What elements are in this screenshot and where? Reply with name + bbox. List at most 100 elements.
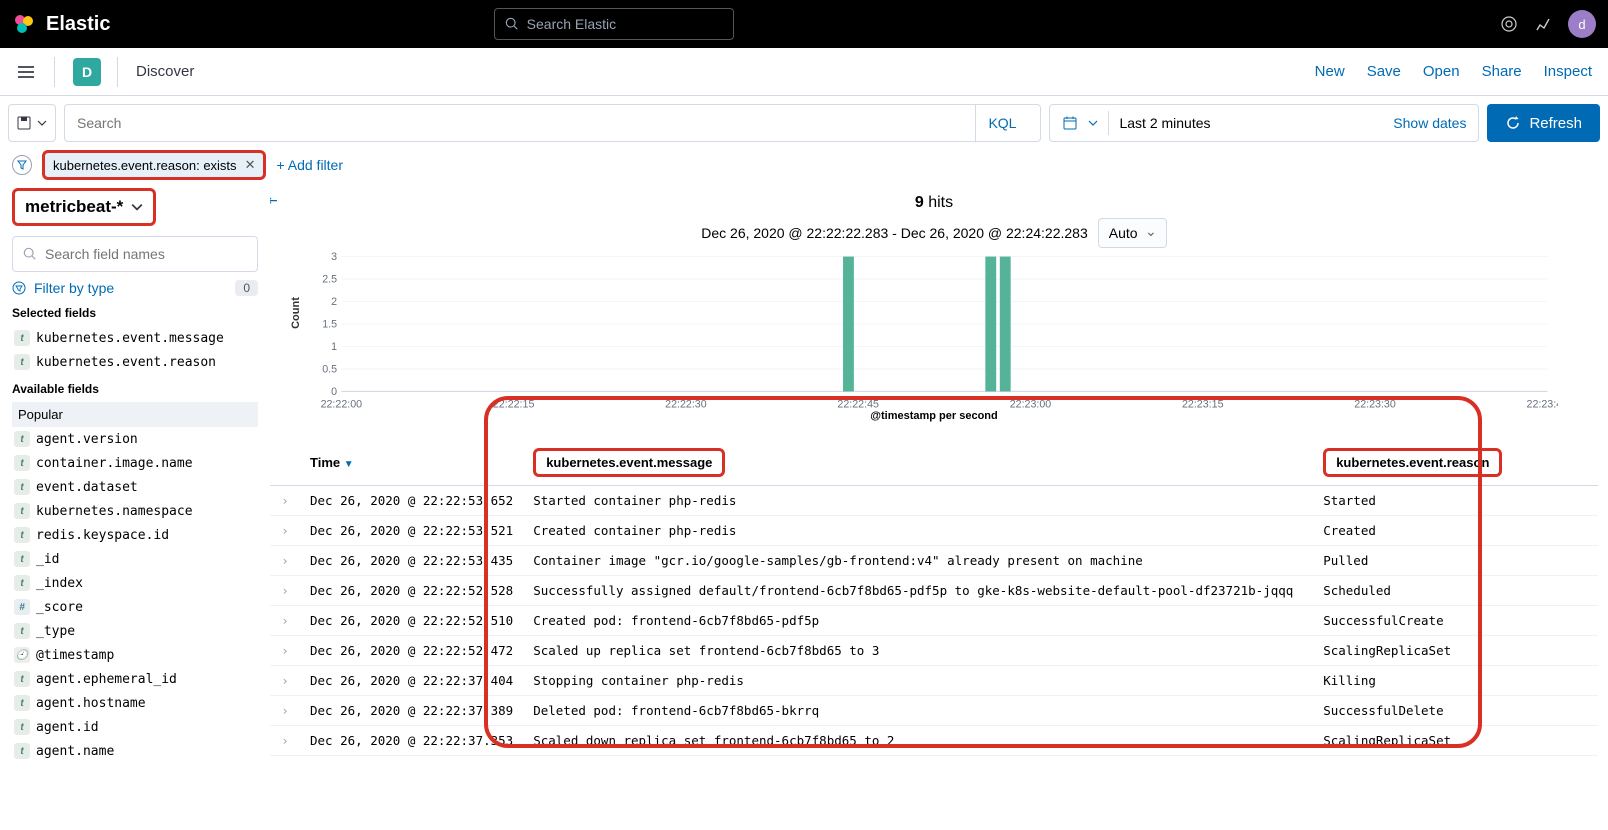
svg-text:22:23:30: 22:23:30	[1354, 398, 1396, 410]
svg-text:0: 0	[331, 386, 337, 398]
field-item[interactable]: tkubernetes.namespace	[12, 499, 258, 523]
field-item[interactable]: tevent.dataset	[12, 475, 258, 499]
cell-reason: Scheduled	[1313, 576, 1598, 606]
field-type-icon: t	[14, 503, 30, 519]
cell-message: Created container php-redis	[523, 516, 1313, 546]
field-item[interactable]: t_type	[12, 619, 258, 643]
popular-fields-header: Popular	[12, 402, 258, 427]
index-pattern-selector[interactable]: metricbeat-*	[12, 188, 156, 226]
results-panel: ⇤ 9 hits Dec 26, 2020 @ 22:22:22.283 - D…	[270, 188, 1608, 830]
filter-remove-icon[interactable]: ✕	[245, 157, 256, 173]
interval-select[interactable]: Auto	[1098, 218, 1167, 248]
share-button[interactable]: Share	[1482, 63, 1522, 80]
date-picker[interactable]: Last 2 minutes Show dates	[1049, 104, 1479, 142]
field-item[interactable]: t_id	[12, 547, 258, 571]
col-time[interactable]: Time ▼	[300, 440, 523, 486]
filter-by-type-button[interactable]: Filter by type 0	[12, 280, 258, 296]
cell-message: Deleted pod: frontend-6cb7f8bd65-bkrrq	[523, 696, 1313, 726]
svg-text:22:22:15: 22:22:15	[493, 398, 535, 410]
show-dates-link[interactable]: Show dates	[1393, 115, 1466, 131]
field-item[interactable]: tcontainer.image.name	[12, 451, 258, 475]
cell-message: Stopping container php-redis	[523, 666, 1313, 696]
help-icon[interactable]	[1500, 15, 1518, 33]
field-item[interactable]: tagent.id	[12, 715, 258, 739]
newsfeed-icon[interactable]	[1534, 15, 1552, 33]
field-item[interactable]: t_index	[12, 571, 258, 595]
expand-row-icon[interactable]: ›	[270, 486, 300, 516]
cell-time: Dec 26, 2020 @ 22:22:52.528	[300, 576, 523, 606]
field-search-input[interactable]	[45, 246, 247, 262]
field-item[interactable]: t agent.name	[12, 739, 258, 763]
filter-bar: kubernetes.event.reason: exists ✕ + Add …	[0, 150, 1608, 188]
filter-pill[interactable]: kubernetes.event.reason: exists ✕	[42, 150, 266, 180]
table-row: › Dec 26, 2020 @ 22:22:52.528 Successful…	[270, 576, 1598, 606]
svg-text:0.5: 0.5	[322, 363, 337, 375]
field-name: _score	[36, 600, 83, 615]
field-item[interactable]: tkubernetes.event.reason	[12, 350, 258, 374]
field-name: agent.ephemeral_id	[36, 672, 177, 687]
field-type-icon: t	[14, 455, 30, 471]
query-input[interactable]	[77, 115, 967, 131]
kql-toggle[interactable]: KQL	[975, 105, 1028, 141]
field-name: _index	[36, 576, 83, 591]
top-header: Elastic Search Elastic d	[0, 0, 1608, 48]
col-reason[interactable]: kubernetes.event.reason	[1313, 440, 1598, 486]
svg-text:2.5: 2.5	[322, 273, 337, 285]
field-item[interactable]: tagent.ephemeral_id	[12, 667, 258, 691]
open-button[interactable]: Open	[1423, 63, 1460, 80]
field-item[interactable]: tkubernetes.event.message	[12, 326, 258, 350]
new-button[interactable]: New	[1315, 63, 1345, 80]
sub-header: D Discover New Save Open Share Inspect	[0, 48, 1608, 96]
svg-text:22:23:00: 22:23:00	[1010, 398, 1052, 410]
svg-text:22:22:30: 22:22:30	[665, 398, 707, 410]
chart-header: Dec 26, 2020 @ 22:22:22.283 - Dec 26, 20…	[270, 218, 1598, 248]
svg-text:22:22:45: 22:22:45	[837, 398, 879, 410]
svg-text:22:22:00: 22:22:00	[321, 398, 363, 410]
global-search-input[interactable]: Search Elastic	[494, 8, 734, 40]
expand-row-icon[interactable]: ›	[270, 666, 300, 696]
cell-time: Dec 26, 2020 @ 22:22:37.353	[300, 726, 523, 756]
expand-row-icon[interactable]: ›	[270, 546, 300, 576]
field-item[interactable]: tagent.hostname	[12, 691, 258, 715]
cell-message: Created pod: frontend-6cb7f8bd65-pdf5p	[523, 606, 1313, 636]
field-item[interactable]: tagent.version	[12, 427, 258, 451]
field-item[interactable]: #_score	[12, 595, 258, 619]
refresh-button[interactable]: Refresh	[1487, 104, 1600, 142]
expand-row-icon[interactable]: ›	[270, 606, 300, 636]
app-badge: D	[73, 58, 101, 86]
field-type-icon: t	[14, 695, 30, 711]
expand-row-icon[interactable]: ›	[270, 516, 300, 546]
filter-menu-icon[interactable]	[12, 155, 32, 175]
add-filter-button[interactable]: + Add filter	[276, 157, 343, 173]
expand-row-icon[interactable]: ›	[270, 726, 300, 756]
yaxis-label: Count	[290, 297, 302, 329]
col-message[interactable]: kubernetes.event.message	[523, 440, 1313, 486]
table-row: › Dec 26, 2020 @ 22:22:53.435 Container …	[270, 546, 1598, 576]
field-type-icon: t	[14, 431, 30, 447]
collapse-sidebar-icon[interactable]: ⇤	[270, 192, 278, 209]
field-name: agent.name	[36, 744, 114, 759]
index-pattern-label: metricbeat-*	[25, 197, 123, 217]
expand-row-icon[interactable]: ›	[270, 696, 300, 726]
app-title: Discover	[136, 63, 194, 80]
user-avatar[interactable]: d	[1568, 10, 1596, 38]
field-type-icon: t	[14, 527, 30, 543]
refresh-icon	[1505, 115, 1521, 131]
available-fields-label: Available fields	[12, 382, 258, 396]
field-name: _id	[36, 552, 59, 567]
nav-menu-icon[interactable]	[16, 62, 36, 82]
cell-message: Successfully assigned default/frontend-6…	[523, 576, 1313, 606]
expand-row-icon[interactable]: ›	[270, 576, 300, 606]
inspect-button[interactable]: Inspect	[1544, 63, 1592, 80]
field-name: agent.id	[36, 720, 99, 735]
cell-reason: Pulled	[1313, 546, 1598, 576]
saved-query-button[interactable]	[8, 104, 56, 142]
expand-row-icon[interactable]: ›	[270, 636, 300, 666]
field-item[interactable]: 🕘@timestamp	[12, 643, 258, 667]
cell-time: Dec 26, 2020 @ 22:22:53.652	[300, 486, 523, 516]
field-item[interactable]: tredis.keyspace.id	[12, 523, 258, 547]
save-button[interactable]: Save	[1367, 63, 1401, 80]
main-content: metricbeat-* Filter by type 0 Selected f…	[0, 188, 1608, 830]
chevron-down-icon	[37, 118, 47, 128]
field-type-icon: t	[14, 743, 30, 759]
